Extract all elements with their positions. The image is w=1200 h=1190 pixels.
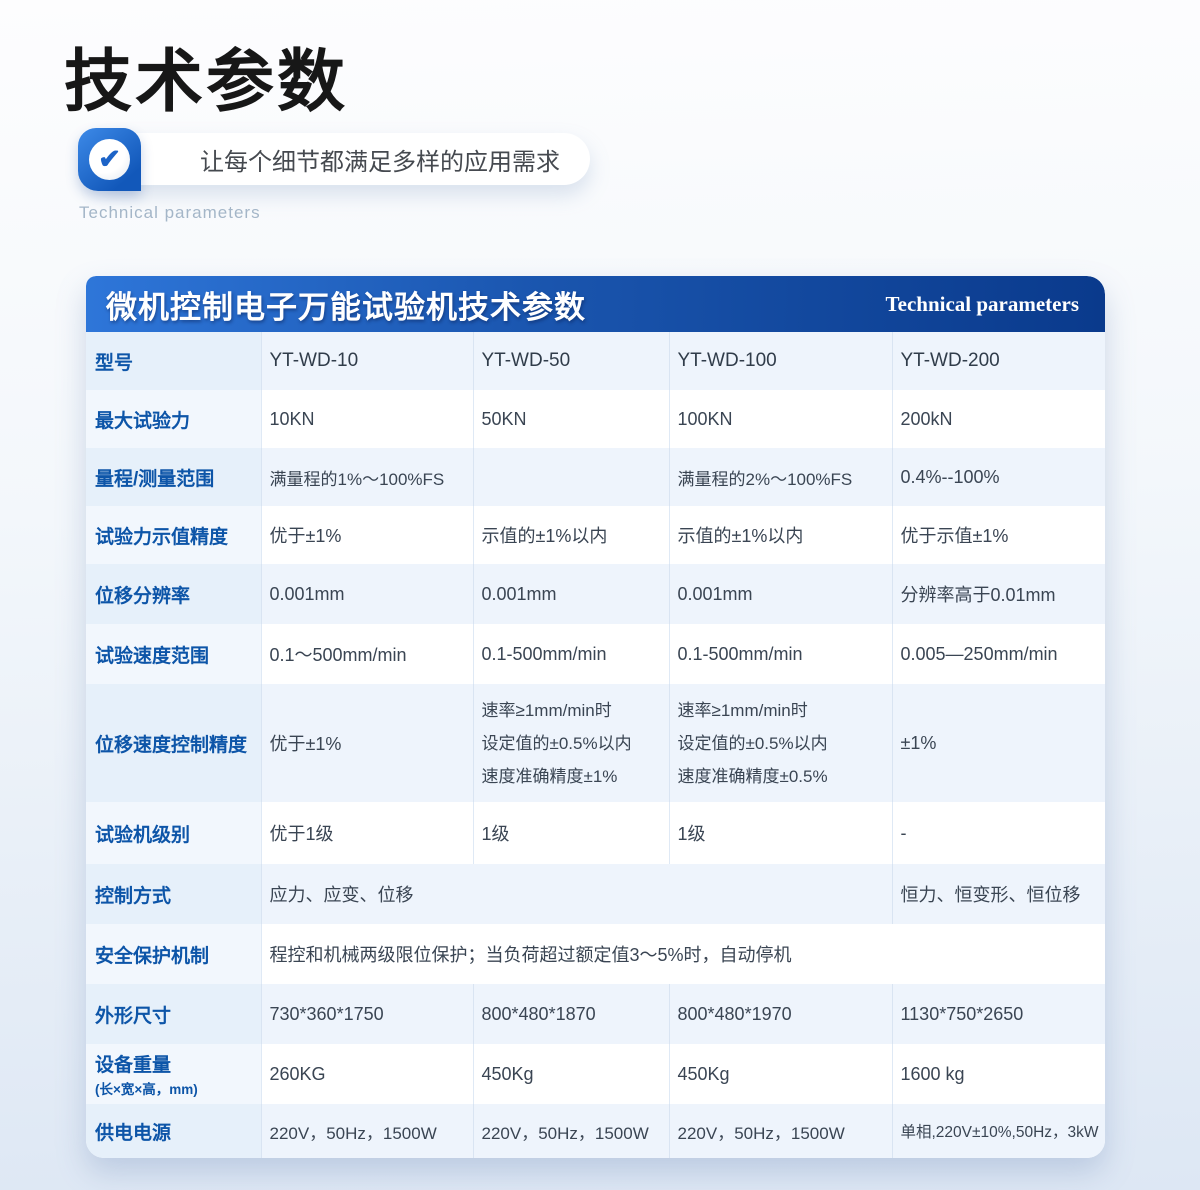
param-value: 0.001mm [472, 564, 669, 624]
table-row: 最大试验力 10KN 50KN 100KN 200kN [86, 390, 1105, 448]
param-value: 220V，50Hz，1500W [472, 1104, 669, 1158]
param-value: 1级 [472, 802, 669, 864]
param-value: 恒力、恒变形、恒位移 [891, 864, 1105, 924]
table-row: 试验力示值精度 优于±1% 示值的±1%以内 示值的±1%以内 优于示值±1% [86, 506, 1105, 564]
param-value: YT-WD-10 [260, 332, 473, 390]
param-value: 260KG [260, 1044, 473, 1104]
param-value: 0.1-500mm/min [668, 624, 892, 684]
param-value: 1600 kg [891, 1044, 1105, 1104]
table-row: 试验机级别 优于1级 1级 1级 - [86, 802, 1105, 864]
param-label: 量程/测量范围 [86, 448, 261, 506]
param-label: 设备重量 (长×宽×高，mm) [86, 1044, 261, 1104]
table-row: 安全保护机制 程控和机械两级限位保护；当负荷超过额定值3～5%时，自动停机 [86, 924, 1105, 984]
param-label: 型号 [86, 332, 261, 390]
param-value: 0.001mm [260, 564, 473, 624]
table-row: 控制方式 应力、应变、位移 恒力、恒变形、恒位移 [86, 864, 1105, 924]
param-label: 外形尺寸 [86, 984, 261, 1044]
table-row: 设备重量 (长×宽×高，mm) 260KG 450Kg 450Kg 1600 k… [86, 1044, 1105, 1104]
param-label: 供电电源 [86, 1104, 261, 1158]
table-row: 供电电源 220V，50Hz，1500W 220V，50Hz，1500W 220… [86, 1104, 1105, 1158]
table-row: 试验速度范围 0.1～500mm/min 0.1-500mm/min 0.1-5… [86, 624, 1105, 684]
spec-table-header: 微机控制电子万能试验机技术参数 Technical parameters [86, 276, 1105, 332]
param-value: 800*480*1870 [472, 984, 669, 1044]
param-value: 450Kg [472, 1044, 669, 1104]
param-label: 位移分辨率 [86, 564, 261, 624]
param-value: 优于示值±1% [891, 506, 1105, 564]
param-value: 分辨率高于0.01mm [891, 564, 1105, 624]
param-value: 1级 [668, 802, 892, 864]
table-row: 位移分辨率 0.001mm 0.001mm 0.001mm 分辨率高于0.01m… [86, 564, 1105, 624]
param-value: 220V，50Hz，1500W [668, 1104, 892, 1158]
param-value: YT-WD-100 [668, 332, 892, 390]
param-label: 试验速度范围 [86, 624, 261, 684]
param-value: 0.1～500mm/min [260, 624, 473, 684]
param-value: 0.4%--100% [891, 448, 1105, 506]
page-title: 技术参数 [64, 42, 349, 122]
param-value: 450Kg [668, 1044, 892, 1104]
tagline-text: 让每个细节都满足多样的应用需求 [200, 148, 560, 176]
table-row: 位移速度控制精度 优于±1% 速率≥1mm/min时 设定值的±0.5%以内 速… [86, 684, 1105, 802]
check-icon: ✔ [89, 139, 130, 180]
param-value: 1130*750*2650 [891, 984, 1105, 1044]
value-line: 速度准确精度±1% [481, 766, 618, 786]
table-row: 外形尺寸 730*360*1750 800*480*1870 800*480*1… [86, 984, 1105, 1044]
param-label: 最大试验力 [86, 390, 261, 448]
param-value: 速率≥1mm/min时 设定值的±0.5%以内 速度准确精度±0.5% [668, 684, 892, 802]
value-line: 速度准确精度±0.5% [677, 766, 828, 786]
param-value: YT-WD-200 [891, 332, 1105, 390]
check-badge: ✔ [78, 128, 141, 191]
param-value: 0.005—250mm/min [891, 624, 1105, 684]
param-value: 800*480*1970 [668, 984, 892, 1044]
param-value: 速率≥1mm/min时 设定值的±0.5%以内 速度准确精度±1% [472, 684, 669, 802]
param-value: - [891, 802, 1105, 864]
param-label: 位移速度控制精度 [86, 684, 261, 802]
param-value: 50KN [472, 390, 669, 448]
param-value: ±1% [891, 684, 1105, 802]
param-value: 0.001mm [668, 564, 892, 624]
table-row: 量程/测量范围 满量程的1%～100%FS 满量程的2%～100%FS 0.4%… [86, 448, 1105, 506]
param-label: 试验力示值精度 [86, 506, 261, 564]
spec-table: 型号 YT-WD-10 YT-WD-50 YT-WD-100 YT-WD-200… [86, 332, 1105, 1158]
tagline-pill: 让每个细节都满足多样的应用需求 [100, 133, 590, 185]
param-value: 220V，50Hz，1500W [260, 1104, 473, 1158]
param-value: 0.1-500mm/min [472, 624, 669, 684]
param-value: 730*360*1750 [260, 984, 473, 1044]
param-label-text: 设备重量 [95, 1055, 172, 1076]
param-value: 优于±1% [260, 684, 473, 802]
table-row: 型号 YT-WD-10 YT-WD-50 YT-WD-100 YT-WD-200 [86, 332, 1105, 390]
param-value: 示值的±1%以内 [668, 506, 892, 564]
param-value: 满量程的2%～100%FS [668, 448, 892, 506]
param-value [472, 448, 669, 506]
param-value: 优于±1% [260, 506, 473, 564]
param-value: 示值的±1%以内 [472, 506, 669, 564]
spec-table-title-en: Technical parameters [885, 291, 1079, 316]
param-label: 试验机级别 [86, 802, 261, 864]
subtitle-en: Technical parameters [79, 203, 261, 222]
param-value: 满量程的1%～100%FS [260, 448, 473, 506]
param-label: 控制方式 [86, 864, 261, 924]
param-value: 10KN [260, 390, 473, 448]
value-line: 速率≥1mm/min时 [481, 700, 612, 720]
value-line: 设定值的±0.5%以内 [481, 733, 632, 753]
param-sublabel: (长×宽×高，mm) [95, 1082, 198, 1097]
spec-table-card: 微机控制电子万能试验机技术参数 Technical parameters 型号 … [86, 276, 1105, 1158]
param-value: 200kN [891, 390, 1105, 448]
spec-table-title: 微机控制电子万能试验机技术参数 [106, 289, 586, 325]
value-line: 速率≥1mm/min时 [677, 700, 808, 720]
param-value: 优于1级 [260, 802, 473, 864]
param-value: 程控和机械两级限位保护；当负荷超过额定值3～5%时，自动停机 [260, 924, 1105, 984]
param-label: 安全保护机制 [86, 924, 261, 984]
param-value: 应力、应变、位移 [260, 864, 892, 924]
value-line: 设定值的±0.5%以内 [677, 733, 828, 753]
param-value: 100KN [668, 390, 892, 448]
param-value: YT-WD-50 [472, 332, 669, 390]
param-value: 单相,220V±10%,50Hz，3kW [891, 1104, 1105, 1158]
